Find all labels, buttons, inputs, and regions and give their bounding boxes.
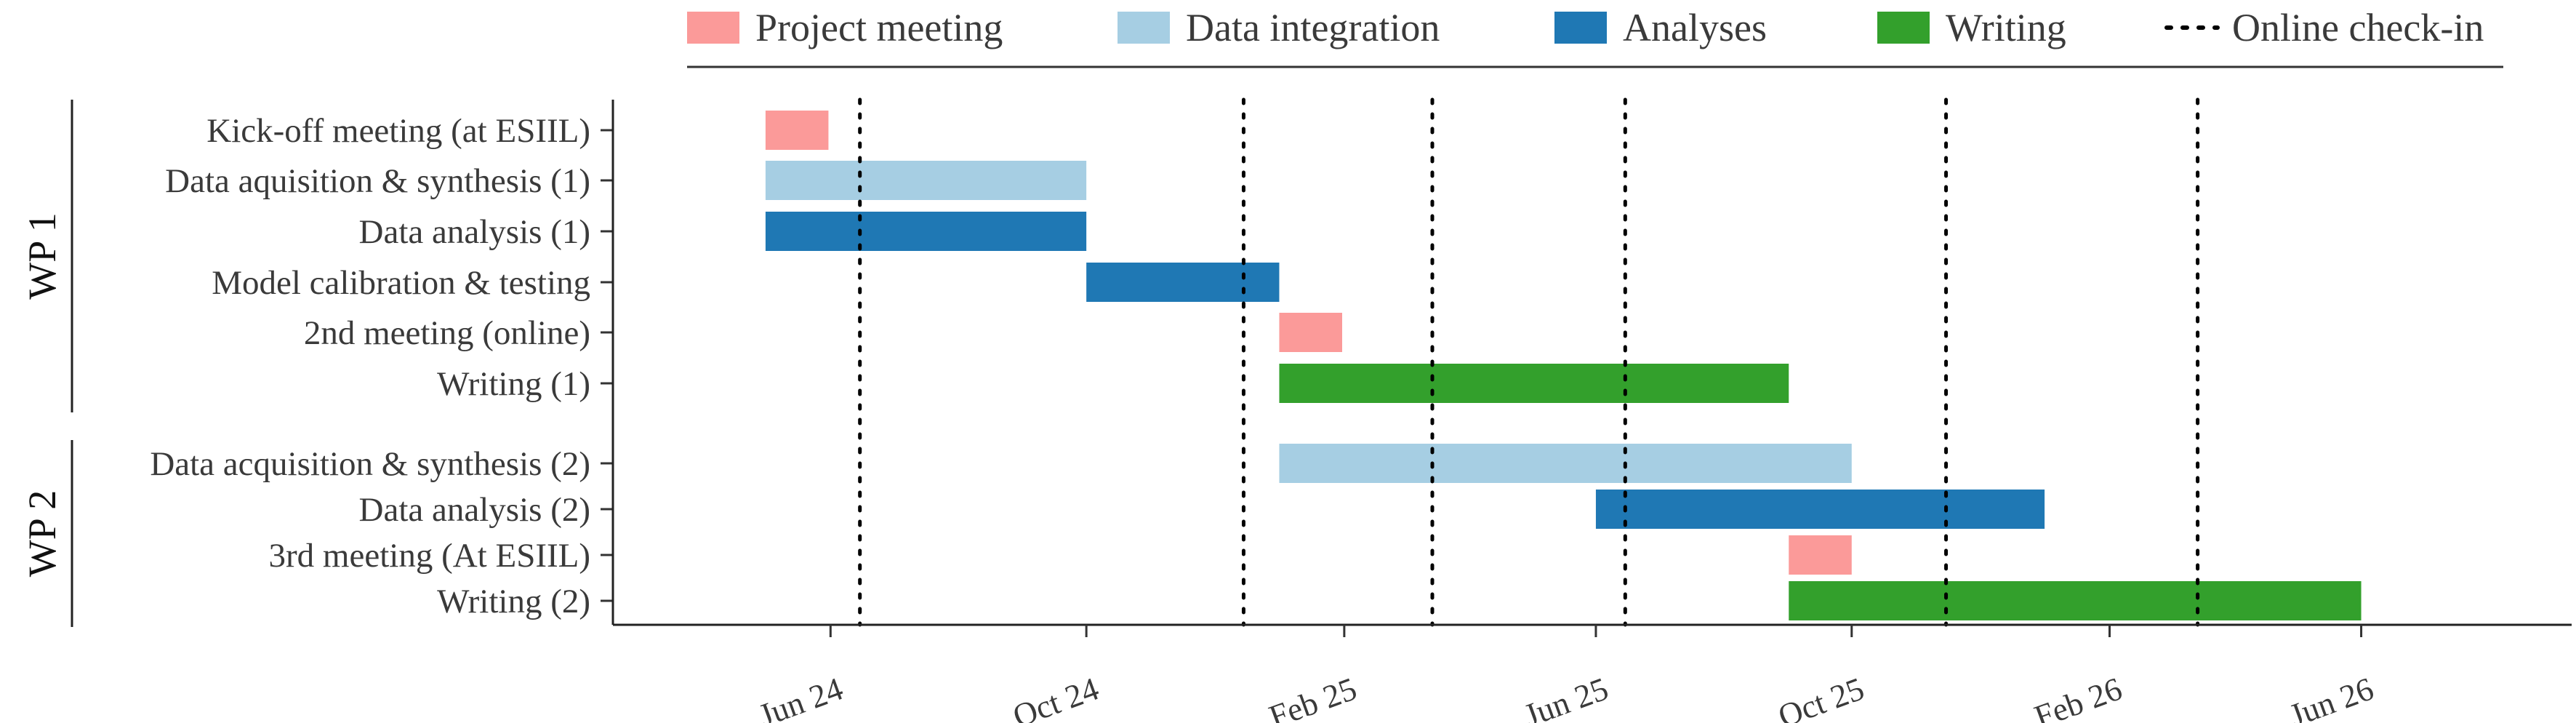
task-bar-8 (1789, 535, 1852, 575)
x-tick-label-3: Jun 25 (1520, 670, 1613, 723)
legend-label-0: Project meeting (755, 6, 1003, 49)
task-bar-2 (765, 212, 1087, 251)
x-tick-label-6: Jun 26 (2284, 670, 2378, 723)
online-checkin-lines (858, 97, 2200, 627)
task-label-6: Data acquisition & synthesis (2) (150, 445, 590, 483)
task-label-5: Writing (1) (437, 365, 590, 403)
x-tick-label-5: Feb 26 (2030, 670, 2127, 723)
task-bar-3 (1086, 263, 1280, 302)
x-tick-label-4: Oct 25 (1773, 670, 1869, 723)
legend-key-3 (1877, 12, 1930, 44)
task-label-3: Model calibration & testing (212, 264, 590, 302)
legend-key-2 (1554, 12, 1607, 44)
task-labels: Kick-off meeting (at ESIIL) Data aquisiti… (150, 112, 613, 620)
task-label-7: Data analysis (2) (359, 491, 590, 529)
task-bar-9 (1789, 581, 2362, 620)
task-label-8: 3rd meeting (At ESIIL) (269, 537, 590, 575)
x-tick-label-1: Oct 24 (1008, 670, 1104, 723)
task-bar-7 (1595, 490, 2045, 529)
task-bar-1 (765, 161, 1087, 200)
task-bar-0 (765, 111, 829, 150)
task-label-1: Data aquisition & synthesis (1) (165, 162, 590, 200)
task-label-9: Writing (2) (437, 583, 590, 620)
task-label-0: Kick-off meeting (at ESIIL) (206, 112, 590, 150)
task-bar-5 (1279, 364, 1789, 403)
x-tick-label-0: Jun 24 (754, 670, 848, 723)
group-label-0: WP 1 (20, 212, 64, 300)
group-brackets: WP 1 WP 2 (20, 100, 73, 627)
legend-label-2: Analyses (1623, 6, 1767, 49)
x-axis-ticks: Jun 24 Oct 24 Feb 25 Jun 25 Oct 25 Feb 26 Jun … (754, 625, 2378, 723)
legend-key-1 (1118, 12, 1170, 44)
task-label-4: 2nd meeting (online) (304, 314, 590, 352)
legend-label-4: Online check-in (2232, 6, 2484, 49)
legend: Project meeting Data integration Analyses W… (687, 6, 2503, 68)
task-label-2: Data analysis (1) (359, 213, 590, 251)
axes (611, 100, 2572, 626)
legend-label-3: Writing (1946, 6, 2066, 49)
task-bars (765, 111, 2362, 620)
task-bar-4 (1279, 313, 1342, 352)
group-label-1: WP 2 (20, 490, 64, 578)
task-bar-6 (1279, 444, 1852, 483)
legend-label-1: Data integration (1186, 6, 1440, 49)
x-tick-label-2: Feb 25 (1264, 670, 1361, 723)
legend-key-0 (687, 12, 739, 44)
